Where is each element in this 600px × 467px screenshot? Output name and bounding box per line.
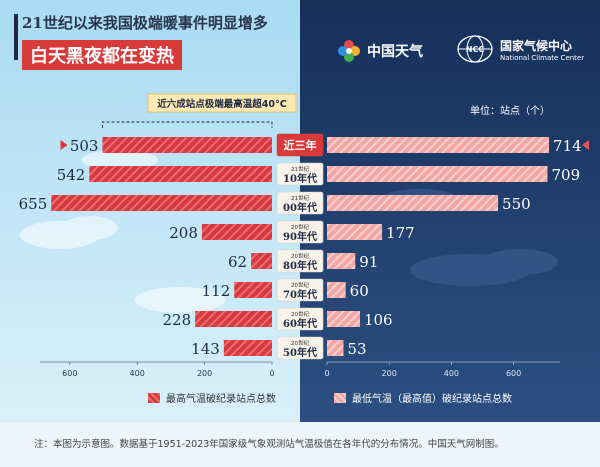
cma-tv-logo-text: 中国天气 [367,44,423,60]
right-bar-1 [327,166,548,182]
category-century-2: 21世纪 [291,194,309,202]
legend-left-label: 最高气温破纪录站点总数 [166,394,276,405]
right-bar-3 [327,224,383,240]
right-bar-7 [327,340,344,356]
footnote-bar: 注：本图为示意图。数据基于1951-2023年国家级气象观测站气温极值在各年代的… [0,422,600,467]
annotation-box [147,93,297,113]
left-bar-0 [102,137,272,153]
left-series-bars: 503 542 655 208 62 112 228 143 [19,137,272,358]
chart-title: 21世纪以来我国极端暖事件明显增多 [22,14,268,32]
right-bar-0 [327,137,550,153]
right-axis-tick-label-2: 400 [444,369,459,378]
category-box-0 [276,133,324,157]
footnote-text: 注：本图为示意图。数据基于1951-2023年国家级气象观测站气温极值在各年代的… [34,439,504,450]
chart-subtitle: 白天黑夜都在变热 [22,40,182,70]
category-century-5: 20世纪 [291,281,309,289]
right-bar-2 [327,195,499,211]
right-axis-tick-label-3: 600 [506,369,521,378]
highlight-arrow-right [582,140,590,150]
unit-label: 单位：站点（个） [470,104,550,117]
left-bar-1 [89,166,272,182]
right-value-label-5: 60 [350,282,369,300]
annotation-bracket [102,121,273,128]
right-series-bars: 714 709 550 177 91 60 106 53 [327,137,582,358]
category-century-3: 20世纪 [291,223,309,231]
left-axis-tick-label-1: 400 [130,369,145,378]
right-bar-5 [327,282,346,298]
ncc-globe-icon: NCC [457,35,493,63]
right-axis-tick-label-1: 200 [382,369,397,378]
category-century-1: 21世纪 [291,165,309,173]
annotation-group: 近六成站点极端最高温超40°C 单位：站点（个） [60,93,590,150]
right-value-label-6: 106 [364,311,393,329]
right-value-label-2: 550 [502,195,531,213]
left-value-label-3: 208 [169,224,198,242]
category-box-1 [276,162,324,186]
category-box-7 [276,336,324,360]
ncc-badge-text: NCC [466,45,485,54]
flower-logo-icon [338,40,360,62]
left-value-label-6: 228 [163,311,192,329]
clouds [20,150,225,313]
right-value-label-4: 91 [359,253,378,271]
left-bar-7 [223,340,272,356]
category-label-3: 90年代 [283,230,317,243]
legend-right-swatch [334,392,346,403]
category-label-2: 00年代 [283,201,317,214]
cma-tv-logo: 中国天气 [336,38,423,64]
right-axis-tick-label-0: 0 [324,369,329,378]
right-bar-6 [327,311,360,327]
category-label-5: 70年代 [283,288,317,301]
right-value-label-3: 177 [386,224,415,242]
left-bar-2 [51,195,272,211]
right-bar-4 [327,253,356,269]
legend-right-label: 最低气温（最高值）破纪录站点总数 [352,394,512,405]
legend-left-swatch [148,392,160,403]
left-value-label-1: 542 [57,166,86,184]
left-value-label-4: 62 [228,253,247,271]
left-bar-5 [234,282,272,298]
ncc-name-cn: 国家气候中心 [500,38,573,53]
left-bar-6 [195,311,272,327]
highlight-arrow-left [60,140,68,150]
left-axis-tick-label-3: 0 [269,369,274,378]
axes: 600 400 200 0 0 200 400 600 [40,361,560,378]
left-value-label-2: 655 [19,195,48,213]
annotation-text: 近六成站点极端最高温超40°C [157,98,286,110]
right-value-label-0: 714 [553,137,582,155]
category-box-4 [276,249,324,273]
left-bar-4 [251,253,272,269]
legend-right: 最低气温（最高值）破纪录站点总数 [334,390,512,405]
title-accent-bar [14,14,18,60]
legend-left: 最高气温破纪录站点总数 [148,390,276,405]
category-box-5 [276,278,324,302]
left-value-label-7: 143 [191,340,220,358]
left-axis-tick-label-0: 600 [62,369,77,378]
category-box-3 [276,220,324,244]
right-value-label-1: 709 [551,166,580,184]
left-value-label-0: 503 [70,137,99,155]
right-value-label-7: 53 [347,340,366,358]
category-century-7: 20世纪 [291,339,309,347]
left-bar-3 [201,224,272,240]
category-label-6: 60年代 [283,317,317,330]
category-label-7: 50年代 [283,346,317,359]
category-labels: 近三年21世纪10年代21世纪00年代20世纪90年代20世纪80年代20世纪7… [276,133,324,360]
category-century-4: 20世纪 [291,252,309,260]
left-value-label-5: 112 [202,282,231,300]
category-label-4: 80年代 [283,259,317,272]
category-box-6 [276,307,324,331]
category-label-1: 10年代 [283,172,317,185]
ncc-name-en: National Climate Center [500,53,585,62]
left-axis-tick-label-2: 200 [197,369,212,378]
category-century-6: 20世纪 [291,310,309,318]
category-box-2 [276,191,324,215]
ncc-logo: NCC 国家气候中心 National Climate Center [455,34,584,64]
category-label-0: 近三年 [284,138,317,152]
